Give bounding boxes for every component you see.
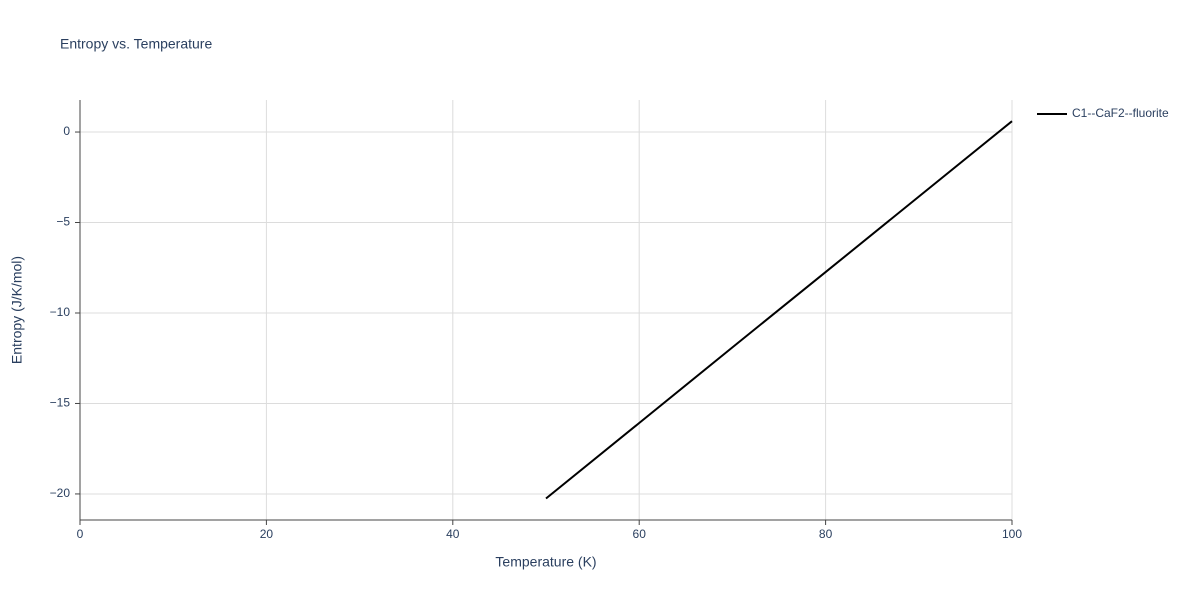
x-axis-label: Temperature (K) bbox=[495, 554, 596, 570]
y-tick-label: −5 bbox=[56, 215, 70, 229]
chart-title: Entropy vs. Temperature bbox=[60, 36, 212, 52]
y-tick-label: −15 bbox=[50, 396, 71, 410]
y-axis-label: Entropy (J/K/mol) bbox=[9, 256, 25, 364]
x-tick-label: 80 bbox=[819, 527, 833, 541]
x-tick-label: 0 bbox=[77, 527, 84, 541]
x-tick-label: 100 bbox=[1002, 527, 1022, 541]
y-tick-label: −10 bbox=[50, 305, 71, 319]
line bbox=[545, 120, 1013, 500]
legend-label: C1--CaF2--fluorite bbox=[1072, 106, 1169, 120]
x-tick-label: 60 bbox=[633, 527, 647, 541]
y-tick-label: −20 bbox=[50, 486, 71, 500]
x-tick-label: 40 bbox=[446, 527, 460, 541]
y-tick-label: 0 bbox=[63, 124, 70, 138]
x-tick-label: 20 bbox=[260, 527, 274, 541]
